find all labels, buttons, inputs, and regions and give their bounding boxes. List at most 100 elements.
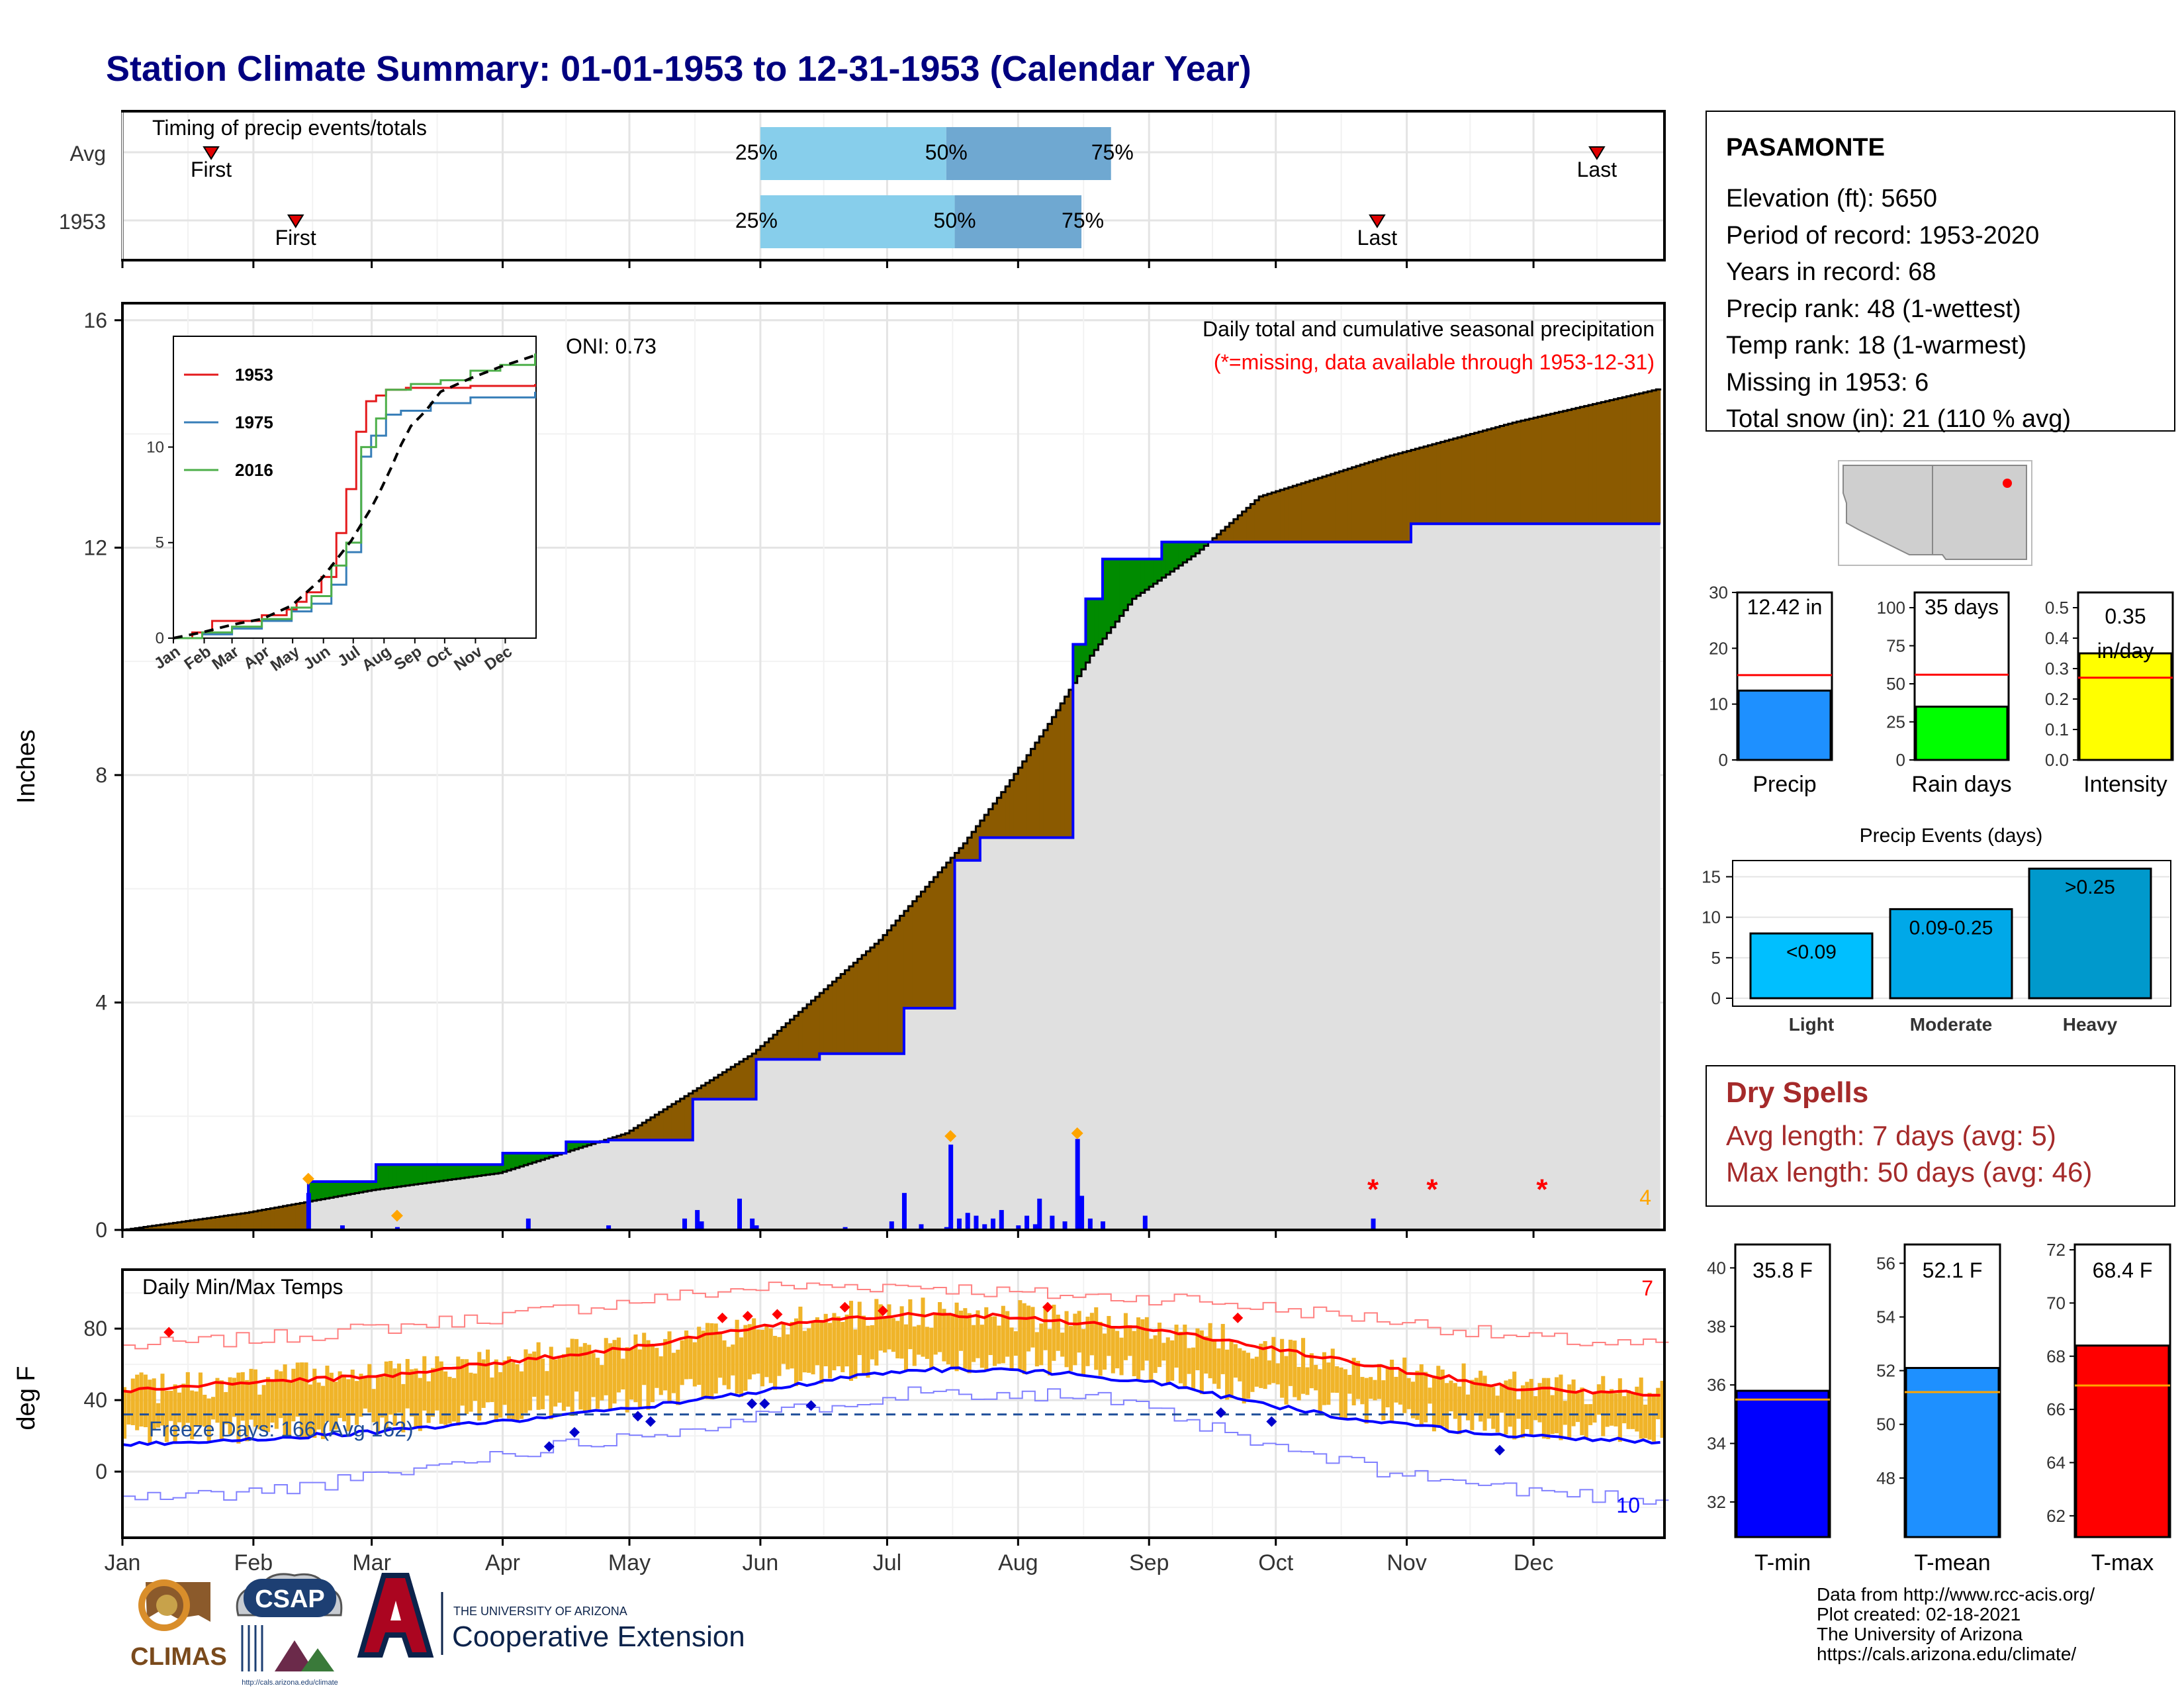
daily-precip-bar bbox=[982, 1224, 987, 1230]
surplus-fill bbox=[1174, 541, 1179, 569]
surplus-fill bbox=[346, 1181, 351, 1195]
daily-temp-bar bbox=[1119, 1337, 1124, 1376]
daily-temp-bar bbox=[642, 1333, 647, 1385]
surplus-fill bbox=[1107, 559, 1112, 633]
daily-precip-bar bbox=[889, 1221, 894, 1230]
surplus-fill bbox=[338, 1181, 343, 1197]
deficit-fill bbox=[1639, 393, 1644, 524]
daily-temp-bar bbox=[1330, 1348, 1335, 1393]
daily-temp-bar bbox=[1626, 1390, 1631, 1429]
daily-temp-bar bbox=[341, 1374, 347, 1422]
small-chart-value-label: in/day bbox=[2097, 639, 2154, 663]
deficit-fill bbox=[1651, 390, 1657, 524]
surplus-fill bbox=[388, 1164, 394, 1188]
timing-row-1953-label: 1953 bbox=[59, 210, 106, 234]
daily-temp-bar bbox=[1402, 1357, 1407, 1413]
deficit-fill bbox=[1617, 398, 1623, 524]
deficit-fill bbox=[756, 1050, 761, 1060]
month-tick-label: Feb bbox=[234, 1550, 273, 1575]
daily-temp-bar bbox=[608, 1343, 613, 1409]
daily-temp-bar bbox=[502, 1360, 507, 1405]
daily-temp-bar bbox=[1216, 1348, 1221, 1389]
temp-chart-value-label: 35.8 F bbox=[1752, 1258, 1813, 1282]
daily-temp-bar bbox=[1153, 1335, 1158, 1374]
temp-chart-name: T-min bbox=[1754, 1550, 1811, 1575]
inset-y-tick-label: 10 bbox=[146, 438, 164, 456]
daily-temp-bar bbox=[1326, 1362, 1331, 1405]
daily-precip-bar bbox=[919, 1224, 924, 1230]
daily-temp-bar bbox=[1043, 1305, 1048, 1350]
deficit-fill bbox=[794, 1015, 799, 1060]
surplus-fill bbox=[1123, 559, 1128, 610]
deficit-fill bbox=[612, 1137, 617, 1141]
precip-y-axis-label: Inches bbox=[13, 729, 40, 804]
daily-temp-bar bbox=[1377, 1364, 1381, 1399]
month-tick-label: Aug bbox=[998, 1550, 1038, 1575]
deficit-fill bbox=[629, 1130, 635, 1141]
deficit-fill bbox=[646, 1119, 651, 1141]
deficit-fill bbox=[203, 1219, 208, 1230]
daily-temp-bar bbox=[1165, 1337, 1170, 1383]
deficit-fill bbox=[1347, 468, 1353, 542]
daily-temp-bar bbox=[460, 1359, 465, 1406]
daily-temp-bar bbox=[228, 1377, 232, 1434]
deficit-fill bbox=[224, 1215, 229, 1230]
daily-temp-bar bbox=[300, 1362, 304, 1438]
footer: CLIMAS CSAP http://cals.arizona.edu/clim… bbox=[130, 1573, 2095, 1687]
daily-temp-bar bbox=[1605, 1392, 1610, 1427]
deficit-fill bbox=[240, 1213, 246, 1230]
deficit-fill bbox=[1537, 416, 1543, 524]
deficit-fill bbox=[245, 1213, 250, 1230]
daily-temp-bar bbox=[1474, 1378, 1479, 1413]
daily-precip-bar bbox=[1079, 1196, 1085, 1230]
daily-temp-bar bbox=[709, 1323, 714, 1400]
daily-temp-bar bbox=[523, 1349, 528, 1413]
deficit-fill bbox=[1275, 491, 1281, 542]
daily-temp-bar bbox=[1022, 1303, 1026, 1374]
deficit-fill bbox=[1445, 440, 1450, 524]
temp-chart-y-tick-label: 54 bbox=[1876, 1307, 1895, 1327]
deficit-fill bbox=[228, 1215, 233, 1230]
daily-temp-bar bbox=[786, 1334, 790, 1370]
temp-chart-y-tick-label: 52 bbox=[1876, 1361, 1895, 1381]
daily-temp-bar bbox=[1614, 1393, 1618, 1427]
daily-temp-bar bbox=[1335, 1366, 1340, 1393]
daily-temp-bar bbox=[756, 1329, 760, 1374]
deficit-fill bbox=[1533, 418, 1539, 524]
daily-temp-bar bbox=[283, 1364, 287, 1438]
deficit-fill bbox=[815, 996, 820, 1060]
daily-temp-bar bbox=[1445, 1383, 1449, 1430]
daily-temp-bar bbox=[245, 1380, 250, 1442]
temp-chart-y-tick-label: 40 bbox=[1707, 1258, 1726, 1278]
daily-temp-bar bbox=[1410, 1382, 1416, 1419]
climas-wordmark: CLIMAS bbox=[130, 1643, 227, 1671]
surplus-fill bbox=[329, 1181, 334, 1198]
deficit-fill bbox=[731, 1066, 736, 1100]
daily-temp-bar bbox=[1322, 1352, 1326, 1405]
locator-map bbox=[1838, 460, 2032, 566]
oni-label: ONI: 0.73 bbox=[566, 334, 657, 358]
hot-record-marker bbox=[1232, 1312, 1244, 1323]
deficit-fill bbox=[1610, 400, 1614, 524]
daily-temp-bar bbox=[185, 1372, 190, 1423]
quartile-label-25: 25% bbox=[735, 140, 778, 164]
daily-temp-bar bbox=[334, 1382, 338, 1430]
daily-precip-bar bbox=[682, 1218, 688, 1230]
surplus-fill bbox=[414, 1164, 419, 1185]
deficit-fill bbox=[1491, 428, 1496, 524]
deficit-fill bbox=[988, 809, 993, 838]
deficit-fill bbox=[752, 1053, 757, 1100]
deficit-fill bbox=[722, 1072, 727, 1100]
deficit-fill bbox=[1369, 461, 1374, 542]
daily-temp-bar bbox=[1136, 1317, 1141, 1380]
surplus-fill bbox=[359, 1181, 364, 1193]
small-chart-name: Precip bbox=[1752, 772, 1816, 797]
deficit-fill bbox=[701, 1085, 706, 1100]
normal-max-line bbox=[122, 1312, 1661, 1397]
daily-temp-bar bbox=[655, 1348, 659, 1388]
surplus-fill bbox=[1119, 559, 1124, 616]
daily-temp-bar bbox=[667, 1331, 672, 1403]
deficit-fill bbox=[823, 989, 829, 1054]
precip-panel: * * * Inches 0 4 8 12 16 Daily total and cumul… bbox=[13, 302, 1666, 1242]
deficit-fill bbox=[1605, 400, 1610, 524]
